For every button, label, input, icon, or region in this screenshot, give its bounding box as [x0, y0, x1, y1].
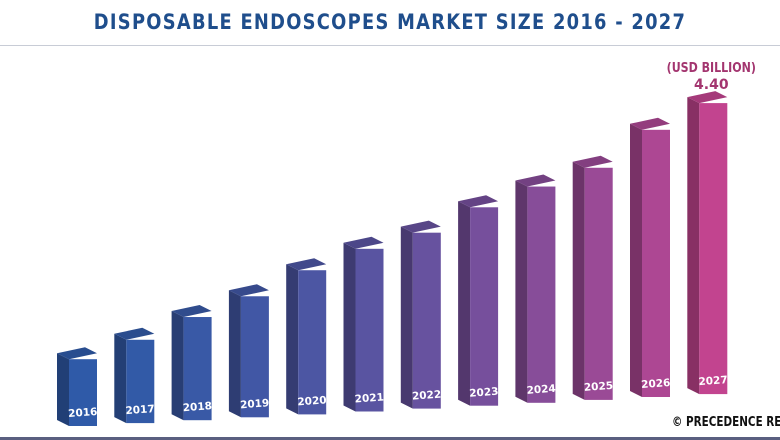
bar-side — [343, 242, 356, 412]
chart-title: DISPOSABLE ENDOSCOPES MARKET SIZE 2016 -… — [93, 10, 687, 34]
bar — [69, 359, 97, 426]
category-label: 2017 — [125, 403, 155, 417]
bar — [240, 296, 269, 418]
bar — [527, 186, 556, 403]
category-label: 2025 — [583, 380, 613, 394]
bar-side — [687, 97, 700, 395]
category-label: 2018 — [182, 400, 212, 414]
bar-side — [57, 353, 69, 426]
category-label: 2016 — [68, 406, 98, 420]
category-label: 2020 — [297, 394, 327, 408]
bar-top — [572, 155, 613, 168]
bar-top — [343, 236, 384, 249]
bar-top — [515, 174, 556, 187]
bar-top — [458, 195, 499, 208]
category-label: 2027 — [698, 374, 728, 388]
bar-top — [114, 327, 155, 340]
bar — [642, 129, 670, 398]
bar-side — [228, 290, 241, 418]
bar-top — [171, 305, 212, 318]
bar — [470, 207, 499, 406]
bar-side — [286, 264, 299, 415]
bar-top — [228, 284, 269, 297]
bar-side — [515, 180, 528, 403]
bar — [298, 270, 327, 415]
bar-side — [171, 311, 184, 421]
category-label: 2023 — [469, 386, 499, 400]
title-divider — [0, 45, 780, 46]
category-label: 2024 — [526, 383, 556, 397]
category-label: 2026 — [641, 377, 671, 391]
bar — [355, 248, 384, 412]
category-label: 2019 — [240, 397, 270, 411]
bar-side — [572, 161, 585, 400]
bar — [412, 232, 441, 409]
bar-top — [57, 347, 97, 360]
bar-side — [630, 123, 642, 398]
source-credit: © PRECEDENCE RESI — [672, 415, 780, 430]
bar — [126, 339, 155, 424]
data-label: 4.40 — [694, 77, 729, 93]
unit-label: (USD BILLION) — [667, 60, 756, 75]
bottom-border — [0, 437, 780, 440]
bar — [183, 317, 212, 421]
bar-top — [286, 258, 327, 271]
bar-side — [114, 333, 127, 424]
category-label: 2022 — [412, 389, 442, 403]
category-label: 2021 — [354, 392, 384, 406]
bar-side — [400, 226, 413, 409]
bar-side — [458, 201, 471, 406]
bar-top — [687, 91, 728, 104]
bar-top — [400, 220, 441, 233]
bar — [699, 103, 728, 395]
bar-top — [630, 117, 670, 130]
bar — [584, 167, 613, 400]
